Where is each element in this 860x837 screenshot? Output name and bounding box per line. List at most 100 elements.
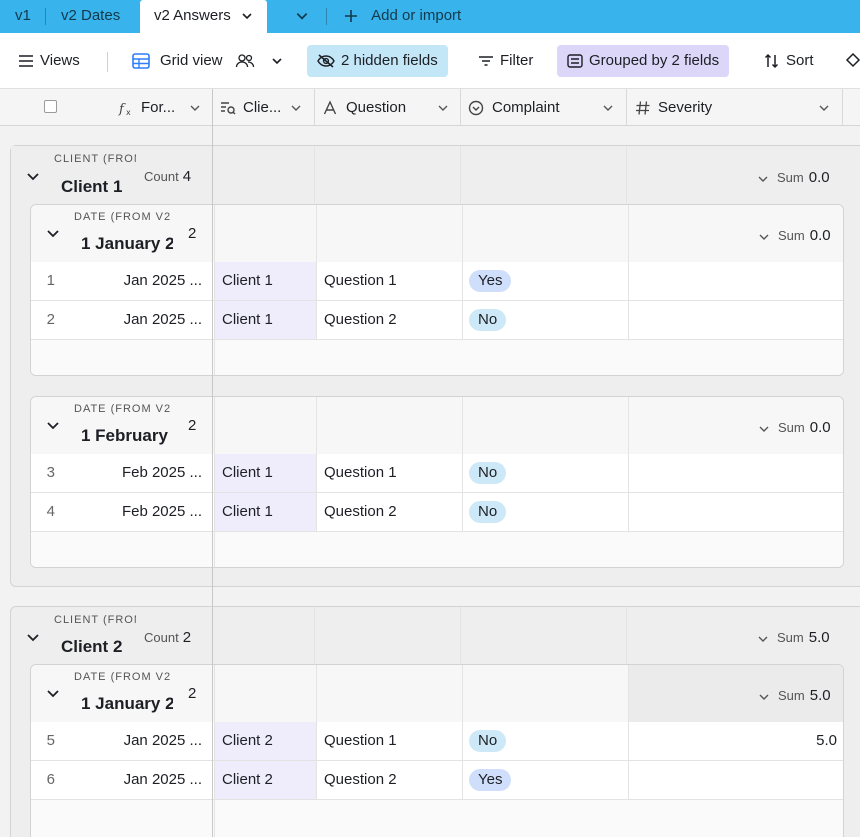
question-cell[interactable]: Question 2 [317, 761, 463, 799]
views-label: Views [40, 52, 80, 70]
formula-cell[interactable]: Feb 2025 ... [71, 493, 215, 531]
single-select-icon [468, 100, 484, 116]
sum-value: 5.0 [808, 629, 830, 646]
formula-cell[interactable]: Feb 2025 ... [71, 454, 215, 492]
sort-button[interactable]: Sort [764, 45, 814, 77]
views-button[interactable]: Views [18, 45, 80, 77]
grid-view-switcher[interactable]: Grid view [132, 45, 283, 77]
tab-divider [45, 8, 46, 25]
table-row[interactable]: 3 Feb 2025 ... Client 1 Question 1 No [31, 454, 843, 493]
sum-label: Sum [778, 228, 805, 243]
header-complaint-label: Complaint [492, 99, 560, 116]
severity-cell[interactable] [629, 493, 843, 531]
client-cell[interactable]: Client 2 [215, 722, 317, 760]
severity-cell[interactable] [629, 262, 843, 300]
subgroup-sum[interactable]: Sum 0.0 [758, 227, 831, 244]
row-number: 6 [46, 771, 55, 788]
add-row-area[interactable] [31, 800, 843, 837]
chevron-down-icon[interactable] [602, 102, 614, 114]
table-row[interactable]: 1 Jan 2025 ... Client 1 Question 1 Yes [31, 262, 843, 301]
tab-v2-answers[interactable]: v2 Answers [140, 0, 267, 33]
question-cell[interactable]: Question 2 [317, 493, 463, 531]
add-or-import-button[interactable]: Add or import [343, 0, 461, 33]
question-cell[interactable]: Question 1 [317, 262, 463, 300]
group-title: Client 1 [61, 177, 123, 196]
collapse-group-chevron-icon[interactable] [25, 629, 41, 645]
chevron-down-icon [759, 694, 769, 700]
add-row-area[interactable] [31, 340, 843, 375]
formula-cell[interactable]: Jan 2025 ... [71, 262, 215, 300]
complaint-cell[interactable]: Yes [463, 761, 629, 799]
filter-icon [479, 56, 493, 66]
column-divider [316, 205, 317, 262]
group-sum[interactable]: Sum 0.0 [757, 169, 830, 186]
collapse-group-chevron-icon[interactable] [45, 417, 61, 433]
complaint-cell[interactable]: No [463, 301, 629, 339]
collapse-group-chevron-icon[interactable] [45, 685, 61, 701]
severity-cell[interactable] [629, 761, 843, 799]
complaint-cell[interactable]: Yes [463, 262, 629, 300]
grid-icon [132, 53, 150, 69]
complaint-cell[interactable]: No [463, 493, 629, 531]
severity-cell[interactable] [629, 301, 843, 339]
add-row-area[interactable] [31, 532, 843, 567]
complaint-tag: Yes [469, 769, 512, 792]
collapse-group-chevron-icon[interactable] [45, 225, 61, 241]
sum-value: 5.0 [809, 687, 831, 704]
hidden-fields-button[interactable]: 2 hidden fields [307, 45, 448, 77]
question-cell[interactable]: Question 1 [317, 722, 463, 760]
complaint-tag: No [469, 462, 507, 485]
client-cell[interactable]: Client 1 [215, 454, 317, 492]
header-complaint-column[interactable]: Complaint [461, 89, 627, 126]
client-cell[interactable]: Client 2 [215, 761, 317, 799]
select-all-checkbox[interactable] [44, 100, 57, 113]
column-divider [214, 340, 215, 375]
column-divider [462, 665, 463, 722]
chevron-down-icon[interactable] [295, 9, 309, 23]
view-toolbar: Views Grid view 2 hidden fields Filter G… [0, 33, 860, 89]
client-cell[interactable]: Client 1 [215, 493, 317, 531]
formula-cell[interactable]: Jan 2025 ... [71, 761, 215, 799]
complaint-cell[interactable]: No [463, 722, 629, 760]
chevron-down-icon[interactable] [290, 102, 302, 114]
complaint-cell[interactable]: No [463, 454, 629, 492]
number-icon [636, 101, 650, 115]
chevron-down-icon[interactable] [818, 102, 830, 114]
severity-cell[interactable] [629, 454, 843, 492]
count-label: Count [144, 630, 179, 645]
chevron-down-icon[interactable] [189, 102, 201, 114]
table-tabs-bar: v1 v2 Dates v2 Answers Add or import [0, 0, 860, 33]
client-cell[interactable]: Client 1 [215, 262, 317, 300]
table-row[interactable]: 5 Jan 2025 ... Client 2 Question 1 No 5.… [31, 722, 843, 761]
color-icon[interactable] [844, 52, 860, 70]
client-cell[interactable]: Client 1 [215, 301, 317, 339]
header-severity-column[interactable]: Severity [627, 89, 843, 126]
header-question-column[interactable]: Question [315, 89, 461, 126]
column-divider [628, 205, 629, 262]
table-row[interactable]: 2 Jan 2025 ... Client 1 Question 2 No [31, 301, 843, 340]
column-divider [316, 665, 317, 722]
group-button[interactable]: Grouped by 2 fields [557, 45, 730, 77]
filter-button[interactable]: Filter [478, 45, 533, 77]
chevron-down-icon[interactable] [437, 102, 449, 114]
question-cell[interactable]: Question 2 [317, 301, 463, 339]
sum-value: 0.0 [809, 227, 831, 244]
group-icon [567, 54, 583, 68]
tab-v2-dates[interactable]: v2 Dates [61, 7, 121, 24]
table-row[interactable]: 4 Feb 2025 ... Client 1 Question 2 No [31, 493, 843, 532]
group-sum[interactable]: Sum 5.0 [757, 629, 830, 646]
formula-cell[interactable]: Jan 2025 ... [71, 722, 215, 760]
question-cell[interactable]: Question 1 [317, 454, 463, 492]
subgroup-sum[interactable]: Sum 5.0 [758, 687, 831, 704]
table-row[interactable]: 6 Jan 2025 ... Client 2 Question 2 Yes [31, 761, 843, 800]
toolbar-divider [107, 52, 108, 72]
grid-view-label: Grid view [160, 52, 223, 70]
tab-v1[interactable]: v1 [15, 7, 31, 24]
collapse-group-chevron-icon[interactable] [25, 168, 41, 184]
subgroup-sum[interactable]: Sum 0.0 [758, 419, 831, 436]
chevron-down-icon[interactable] [241, 10, 253, 22]
severity-cell[interactable]: 5.0 [816, 732, 837, 749]
formula-cell[interactable]: Jan 2025 ... [71, 301, 215, 339]
header-client-column[interactable]: Clie... [213, 89, 315, 126]
